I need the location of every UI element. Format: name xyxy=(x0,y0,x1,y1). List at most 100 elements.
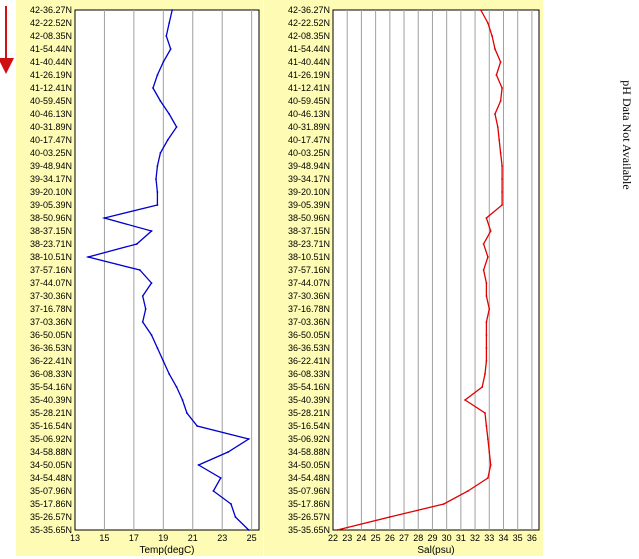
temp-data-point xyxy=(230,503,232,505)
sal-y-tick-label: 37-03.36N xyxy=(288,317,330,327)
sal-y-tick-label: 35-17.86N xyxy=(288,499,330,509)
sal-data-point xyxy=(485,334,488,336)
sal-y-tick-label: 39-05.39N xyxy=(288,200,330,210)
temp-y-tick-label: 35-28.21N xyxy=(30,408,72,418)
temp-y-tick-label: 35-54.16N xyxy=(30,382,72,392)
temp-y-tick-label: 35-16.54N xyxy=(30,421,72,431)
sal-data-point xyxy=(498,139,501,141)
temp-y-tick-label: 38-37.15N xyxy=(30,226,72,236)
sal-y-tick-label: 34-50.05N xyxy=(288,460,330,470)
sal-y-tick-label: 35-54.16N xyxy=(288,382,330,392)
sal-data-point xyxy=(481,386,484,388)
temp-y-tick-label: 40-46.13N xyxy=(30,109,72,119)
sal-y-tick-label: 41-40.44N xyxy=(288,57,330,67)
sal-y-tick-label: 37-16.78N xyxy=(288,304,330,314)
sal-data-point xyxy=(501,191,503,193)
sal-data-point xyxy=(442,503,445,505)
temp-y-tick-label: 38-23.71N xyxy=(30,239,72,249)
sal-x-tick-label: 28 xyxy=(413,533,423,543)
sal-x-axis-title: Sal(psu) xyxy=(417,545,454,556)
temp-data-point xyxy=(156,74,159,76)
sal-y-tick-label: 35-28.21N xyxy=(288,408,330,418)
temp-data-point xyxy=(185,412,188,414)
sal-y-tick-label: 39-20.10N xyxy=(288,187,330,197)
temp-data-point xyxy=(156,204,159,206)
sal-data-point xyxy=(501,204,503,206)
temp-data-point xyxy=(144,308,147,310)
sal-x-tick-label: 25 xyxy=(371,533,381,543)
sal-x-tick-label: 29 xyxy=(427,533,437,543)
temp-data-point xyxy=(227,451,229,453)
temp-data-point xyxy=(135,243,138,245)
temp-y-tick-label: 34-58.88N xyxy=(30,447,72,457)
temp-data-point xyxy=(103,217,106,219)
sal-data-point xyxy=(485,282,488,284)
sal-data-point xyxy=(499,100,502,102)
sal-x-tick-label: 23 xyxy=(342,533,352,543)
temp-y-tick-label: 41-12.41N xyxy=(30,83,72,93)
temp-data-point xyxy=(171,9,174,11)
temp-y-tick-label: 42-08.35N xyxy=(30,31,72,41)
sal-y-tick-label: 40-03.25N xyxy=(288,148,330,158)
temp-data-point xyxy=(155,178,157,180)
temp-y-tick-label: 35-17.86N xyxy=(30,499,72,509)
temp-data-point xyxy=(168,373,171,375)
temp-y-tick-label: 42-22.52N xyxy=(30,18,72,28)
sal-data-point xyxy=(485,347,488,349)
sal-data-point xyxy=(336,529,339,531)
sal-y-tick-label: 39-48.94N xyxy=(288,161,330,171)
sal-y-tick-label: 38-50.96N xyxy=(288,213,330,223)
sal-y-tick-label: 35-26.57N xyxy=(288,512,330,522)
sal-x-tick-label: 22 xyxy=(328,533,338,543)
temp-y-tick-label: 40-17.47N xyxy=(30,135,72,145)
sal-data-point xyxy=(501,87,503,89)
temp-data-point xyxy=(87,256,90,258)
temp-y-tick-label: 41-40.44N xyxy=(30,57,72,67)
temp-y-tick-label: 35-06.92N xyxy=(30,434,72,444)
temp-x-tick-label: 19 xyxy=(158,533,168,543)
sal-y-tick-label: 41-26.19N xyxy=(288,70,330,80)
sal-x-tick-label: 31 xyxy=(456,533,466,543)
temp-data-point xyxy=(150,282,153,284)
ph-unavailable-note: pH Data Not Available xyxy=(620,80,634,189)
temp-data-point xyxy=(156,165,159,167)
temp-y-tick-label: 37-03.36N xyxy=(30,317,72,327)
sal-y-tick-label: 41-12.41N xyxy=(288,83,330,93)
temp-data-point xyxy=(162,61,165,63)
sal-data-point xyxy=(484,412,486,414)
sal-x-tick-label: 35 xyxy=(513,533,523,543)
temp-y-tick-label: 37-30.36N xyxy=(30,291,72,301)
temp-data-point xyxy=(166,139,169,141)
temp-x-tick-label: 17 xyxy=(129,533,139,543)
temp-y-tick-label: 34-50.05N xyxy=(30,460,72,470)
temp-y-tick-label: 39-48.94N xyxy=(30,161,72,171)
sal-y-tick-label: 40-59.45N xyxy=(288,96,330,106)
temp-data-point xyxy=(247,529,250,531)
sal-data-point xyxy=(485,360,488,362)
temp-x-tick-label: 25 xyxy=(247,533,257,543)
sal-data-point xyxy=(501,178,503,180)
temp-y-tick-label: 36-08.33N xyxy=(30,369,72,379)
temp-y-tick-label: 40-31.89N xyxy=(30,122,72,132)
temp-data-point xyxy=(156,191,159,193)
sal-data-point xyxy=(467,490,469,492)
sal-data-point xyxy=(486,477,489,479)
temp-x-axis-title: Temp(degC) xyxy=(139,545,194,556)
temp-y-tick-label: 40-59.45N xyxy=(30,96,72,106)
temp-data-point xyxy=(168,113,171,115)
sal-data-point xyxy=(494,48,496,50)
sal-y-tick-label: 40-17.47N xyxy=(288,135,330,145)
temp-y-tick-label: 38-10.51N xyxy=(30,252,72,262)
sal-y-tick-label: 41-54.44N xyxy=(288,44,330,54)
temp-data-point xyxy=(168,22,171,24)
sal-data-point xyxy=(488,308,491,310)
sal-data-point xyxy=(494,113,496,115)
temperature-panel: 13 15 17 19 21 23 25 42-36.27N 42-22.52N 42-08.35… xyxy=(16,0,263,556)
sal-data-point xyxy=(486,256,489,258)
temp-y-tick-label: 38-50.96N xyxy=(30,213,72,223)
sal-data-point xyxy=(488,451,491,453)
sal-y-tick-label: 42-22.52N xyxy=(288,18,330,28)
temp-data-point xyxy=(152,87,154,89)
temp-data-point xyxy=(159,100,162,102)
